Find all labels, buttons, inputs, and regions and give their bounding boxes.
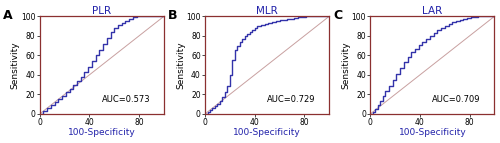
Y-axis label: Sensitivity: Sensitivity	[176, 41, 185, 89]
X-axis label: 100-Specificity: 100-Specificity	[233, 128, 301, 137]
Text: AUC=0.709: AUC=0.709	[432, 95, 481, 104]
Text: A: A	[2, 9, 12, 22]
Title: LAR: LAR	[422, 6, 442, 16]
Title: MLR: MLR	[256, 6, 278, 16]
Title: PLR: PLR	[92, 6, 112, 16]
Text: C: C	[333, 9, 342, 22]
X-axis label: 100-Specificity: 100-Specificity	[68, 128, 136, 137]
X-axis label: 100-Specificity: 100-Specificity	[398, 128, 466, 137]
Text: AUC=0.729: AUC=0.729	[267, 95, 316, 104]
Y-axis label: Sensitivity: Sensitivity	[10, 41, 20, 89]
Y-axis label: Sensitivity: Sensitivity	[341, 41, 350, 89]
Text: B: B	[168, 9, 177, 22]
Text: AUC=0.573: AUC=0.573	[102, 95, 150, 104]
